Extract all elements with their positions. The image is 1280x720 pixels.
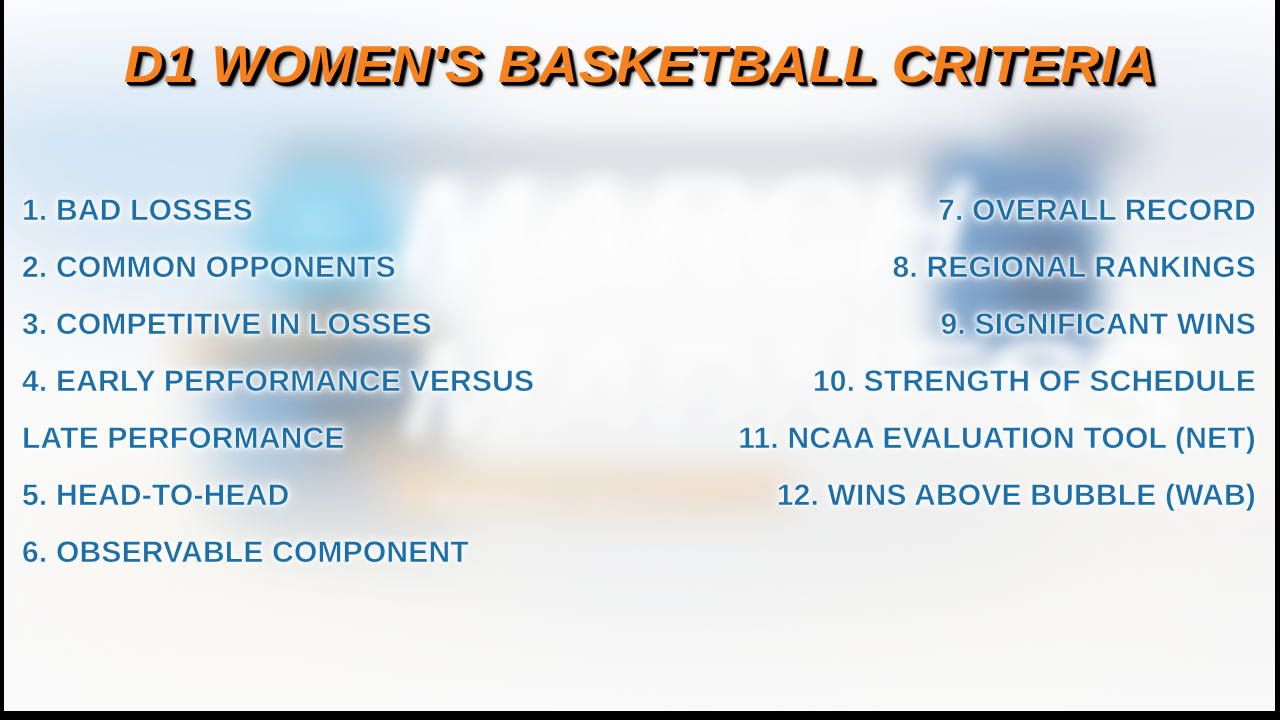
criteria-item: 7. OVERALL RECORD xyxy=(938,194,1256,228)
criteria-item-continuation: LATE PERFORMANCE xyxy=(22,422,345,456)
background-photo: MARCH MADNESS BASKETBALL xyxy=(4,0,1276,712)
criteria-item: 4. EARLY PERFORMANCE VERSUS xyxy=(22,365,535,399)
criteria-list-right: 7. OVERALL RECORD 8. REGIONAL RANKINGS 9… xyxy=(616,182,1256,524)
criteria-list-left: 1. BAD LOSSES 2. COMMON OPPONENTS 3. COM… xyxy=(22,182,642,581)
background-orange-court-band-2 xyxy=(184,330,334,370)
criteria-item: 6. OBSERVABLE COMPONENT xyxy=(22,536,469,570)
criteria-item: 5. HEAD-TO-HEAD xyxy=(22,479,290,513)
background-player-head-highlight xyxy=(272,186,362,266)
criteria-item: 10. STRENGTH OF SCHEDULE xyxy=(812,365,1257,399)
page-title: D1 WOMEN'S BASKETBALL CRITERIA xyxy=(123,36,1157,94)
criteria-item: 12. WINS ABOVE BUBBLE (WAB) xyxy=(776,479,1256,513)
criteria-item: 8. REGIONAL RANKINGS xyxy=(892,251,1256,285)
letterbox-bar-left xyxy=(0,0,4,720)
letterbox-bar-right xyxy=(1275,0,1280,720)
criteria-item: 9. SIGNIFICANT WINS xyxy=(940,308,1256,342)
background-fade-top xyxy=(4,0,1276,140)
background-dark-banner xyxy=(274,140,974,178)
criteria-item: 11. NCAA EVALUATION TOOL (NET) xyxy=(738,422,1256,456)
criteria-item: 1. BAD LOSSES xyxy=(22,194,253,228)
criteria-item: 2. COMMON OPPONENTS xyxy=(22,251,396,285)
background-blue-block-shadow xyxy=(1006,228,1086,323)
criteria-item: 3. COMPETITIVE IN LOSSES xyxy=(22,308,432,342)
background-fade-bottom xyxy=(4,522,1276,712)
letterbox-bar-bottom xyxy=(0,711,1280,720)
